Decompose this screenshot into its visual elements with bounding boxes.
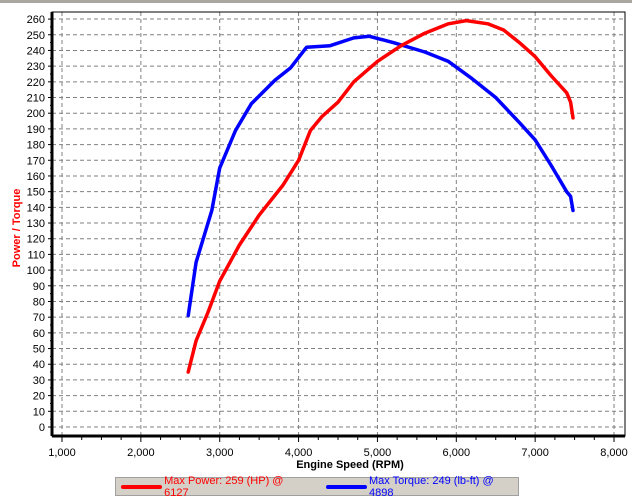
- svg-text:40: 40: [33, 359, 45, 371]
- power-curve: [186, 18, 575, 374]
- plot-frame: [51, 11, 626, 437]
- y-axis-label: Power / Torque: [11, 188, 23, 268]
- svg-text:230: 230: [27, 61, 45, 73]
- legend-item-power: Max Power: 259 (HP) @ 6127: [121, 475, 308, 499]
- svg-text:5,000: 5,000: [364, 447, 392, 459]
- svg-text:210: 210: [27, 93, 45, 105]
- svg-text:190: 190: [27, 124, 45, 136]
- svg-text:180: 180: [27, 140, 45, 152]
- svg-text:150: 150: [27, 187, 45, 199]
- svg-text:130: 130: [27, 218, 45, 230]
- svg-text:0: 0: [39, 422, 45, 434]
- svg-text:240: 240: [27, 45, 45, 57]
- svg-text:250: 250: [27, 30, 45, 42]
- gridlines: [52, 12, 625, 436]
- svg-text:10: 10: [33, 406, 45, 418]
- svg-text:1,000: 1,000: [48, 447, 76, 459]
- legend-power-label: Max Power: 259 (HP) @ 6127: [164, 474, 284, 499]
- svg-text:30: 30: [33, 375, 45, 387]
- svg-text:20: 20: [33, 391, 45, 403]
- svg-text:170: 170: [27, 155, 45, 167]
- svg-text:7,000: 7,000: [521, 447, 549, 459]
- svg-text:60: 60: [33, 328, 45, 340]
- x-axis-label: Engine Speed (RPM): [296, 459, 404, 471]
- svg-text:110: 110: [27, 249, 45, 261]
- svg-text:3,000: 3,000: [206, 447, 234, 459]
- svg-text:80: 80: [33, 296, 45, 308]
- power-line-swatch: [121, 484, 163, 489]
- axis-ticks: 0 10 20 30 40 50 60 70 80 90 100 110 120 130 140 150 160…: [27, 14, 628, 459]
- svg-text:260: 260: [27, 14, 45, 26]
- legend: Max Power: 259 (HP) @ 6127 Max Torque: 2…: [115, 474, 519, 499]
- window-top-band: [0, 0, 632, 3]
- svg-text:8,000: 8,000: [600, 447, 628, 459]
- legend-torque-label: Max Torque: 249 (lb-ft) @ 4898: [369, 474, 494, 499]
- svg-text:4,000: 4,000: [285, 447, 313, 459]
- svg-text:120: 120: [27, 234, 45, 246]
- svg-text:50: 50: [33, 344, 45, 356]
- torque-line-swatch: [325, 484, 368, 489]
- svg-text:90: 90: [33, 281, 45, 293]
- svg-text:200: 200: [27, 108, 45, 120]
- svg-text:220: 220: [27, 77, 45, 89]
- svg-text:2,000: 2,000: [127, 447, 155, 459]
- svg-text:140: 140: [27, 202, 45, 214]
- torque-curve: [186, 34, 575, 318]
- legend-item-torque: Max Torque: 249 (lb-ft) @ 4898: [325, 474, 518, 499]
- svg-text:100: 100: [27, 265, 45, 277]
- svg-text:70: 70: [33, 312, 45, 324]
- svg-text:6,000: 6,000: [443, 447, 471, 459]
- svg-text:160: 160: [27, 171, 45, 183]
